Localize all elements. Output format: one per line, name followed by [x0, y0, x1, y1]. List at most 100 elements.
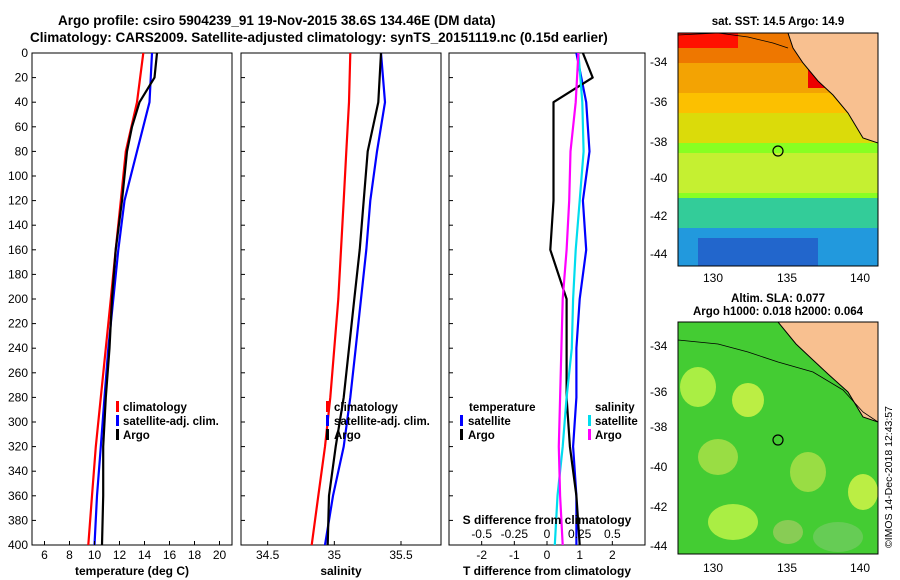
legend-argo-label: Argo — [123, 430, 150, 442]
sla-map — [678, 322, 878, 554]
x-tick-top-label: -0.5 — [471, 527, 492, 541]
difference-panel — [448, 52, 646, 546]
map-lat-tick: -36 — [650, 95, 668, 109]
depth-tick-label: 340 — [8, 464, 28, 478]
series-line-argo — [100, 52, 159, 546]
depth-tick-label: 0 — [21, 46, 28, 60]
title-line-1: Argo profile: csiro 5904239_91 19-Nov-20… — [58, 13, 495, 28]
sst-map-frame — [677, 32, 879, 267]
series-line-temperature-argo — [549, 52, 594, 546]
depth-tick-label: 360 — [8, 489, 28, 503]
legend-satellite-label: satellite-adj. clim. — [123, 416, 219, 428]
legend-s-argo-swatch — [588, 429, 591, 440]
map-lon-tick: 135 — [777, 561, 797, 575]
map-lat-tick: -38 — [650, 135, 668, 149]
legend-t-argo-label: Argo — [468, 430, 495, 442]
map-lat-tick: -40 — [650, 460, 668, 474]
x-tick-label: 8 — [66, 548, 73, 562]
depth-tick-label: 300 — [8, 415, 28, 429]
depth-tick-label: 280 — [8, 390, 28, 404]
depth-tick-label: 80 — [15, 144, 29, 158]
x-tick-label: 2 — [609, 548, 616, 562]
map-lat-tick: -34 — [650, 55, 668, 69]
sla-map-frame — [677, 321, 879, 555]
depth-tick-label: 220 — [8, 317, 28, 331]
x-tick-label: -1 — [509, 548, 520, 562]
salinity-xlabel: salinity — [320, 564, 362, 578]
x-tick-label: 1 — [576, 548, 583, 562]
map-lat-tick: -38 — [650, 420, 668, 434]
s-difference-xlabel: S difference from climatology — [463, 513, 632, 527]
legend-satellite-label: satellite-adj. clim. — [334, 416, 430, 428]
x-tick-top-label: 0.5 — [604, 527, 621, 541]
map-lat-tick: -42 — [650, 209, 668, 223]
argo-location-marker — [772, 145, 784, 157]
profile-series — [87, 52, 594, 546]
sst-map-title: sat. SST: 14.5 Argo: 14.9 — [712, 16, 845, 28]
title-line-2: Climatology: CARS2009. Satellite-adjuste… — [30, 30, 608, 45]
series-line-salinity-satellite — [553, 52, 585, 546]
x-tick-top-label: -0.25 — [501, 527, 529, 541]
x-tick-label: 12 — [113, 548, 127, 562]
depth-tick-label: 140 — [8, 218, 28, 232]
legend-climatology-label: climatology — [123, 402, 188, 414]
map-lon-tick: 140 — [850, 561, 870, 575]
series-line-argo — [326, 52, 383, 546]
x-axes: 6 8 10 12 14 16 18 20 34.5 35 35.5 -2 -1 0 1 2-0.5 -0.25… — [41, 527, 621, 562]
map-lon-tick: 130 — [703, 271, 723, 285]
legend-t-argo-swatch — [460, 429, 463, 440]
x-tick-label: 35 — [328, 548, 342, 562]
legend-temperature-title: temperature — [469, 402, 535, 414]
map-lat-tick: -42 — [650, 500, 668, 514]
map-lat-tick: -36 — [650, 385, 668, 399]
legend-satellite-swatch — [116, 415, 119, 426]
x-tick-top-label: 0.25 — [568, 527, 592, 541]
depth-tick-label: 260 — [8, 366, 28, 380]
legend-t-satellite-label: satellite — [468, 416, 511, 428]
temperature-xlabel: temperature (deg C) — [75, 564, 189, 578]
depth-tick-label: 400 — [8, 538, 28, 552]
depth-tick-label: 380 — [8, 513, 28, 527]
map-lat-tick: -44 — [650, 539, 668, 553]
map-lon-tick: 130 — [703, 561, 723, 575]
series-line-satellite-adj-clim- — [323, 52, 387, 546]
depth-tick-label: 60 — [15, 120, 29, 134]
legend-climatology-label: climatology — [334, 402, 399, 414]
legend-argo-swatch — [116, 429, 119, 440]
temperature-legend: climatology satellite-adj. clim. Argo — [116, 401, 219, 442]
sla-map-title-1: Altim. SLA: 0.077 — [731, 293, 825, 305]
depth-tick-label: 120 — [8, 194, 28, 208]
depth-axis: 0 20 40 60 80 100 120 140 160 180 200 220 240 260 280 3… — [8, 46, 453, 552]
depth-tick-label: 20 — [15, 71, 29, 85]
legend-argo-label: Argo — [334, 430, 361, 442]
depth-tick-label: 160 — [8, 243, 28, 257]
sla-map-title-2: Argo h1000: 0.018 h2000: 0.064 — [693, 306, 864, 318]
series-line-salinity-argo — [557, 52, 580, 546]
copyright-stamp: ©IMOS 14-Dec-2018 12:43:57 — [883, 406, 895, 548]
argo-location-marker — [772, 434, 784, 446]
legend-s-argo-label: Argo — [595, 430, 622, 442]
x-tick-label: 34.5 — [256, 548, 280, 562]
salinity-panel — [240, 52, 442, 546]
x-tick-label: 10 — [88, 548, 102, 562]
depth-tick-label: 200 — [8, 292, 28, 306]
x-tick-label: 0 — [544, 548, 551, 562]
x-tick-label: 18 — [188, 548, 202, 562]
legend-argo-swatch — [326, 429, 329, 440]
salinity-legend: climatology satellite-adj. clim. Argo — [326, 401, 430, 442]
x-tick-label: 6 — [41, 548, 48, 562]
difference-legend: temperature satellite Argo salinity sate… — [460, 402, 638, 442]
depth-tick-label: 320 — [8, 440, 28, 454]
legend-satellite-swatch — [326, 415, 329, 426]
x-tick-label: 14 — [138, 548, 152, 562]
x-tick-label: -2 — [476, 548, 487, 562]
depth-tick-label: 180 — [8, 267, 28, 281]
x-tick-label: 35.5 — [389, 548, 413, 562]
x-tick-top-label: 0 — [544, 527, 551, 541]
series-line-satellite-adj-clim- — [93, 52, 154, 546]
map-lat-tick: -34 — [650, 339, 668, 353]
map-lon-tick: 140 — [850, 271, 870, 285]
series-line-temperature-satellite — [571, 52, 591, 545]
legend-climatology-swatch — [326, 401, 329, 412]
map-lat-tick: -44 — [650, 247, 668, 261]
